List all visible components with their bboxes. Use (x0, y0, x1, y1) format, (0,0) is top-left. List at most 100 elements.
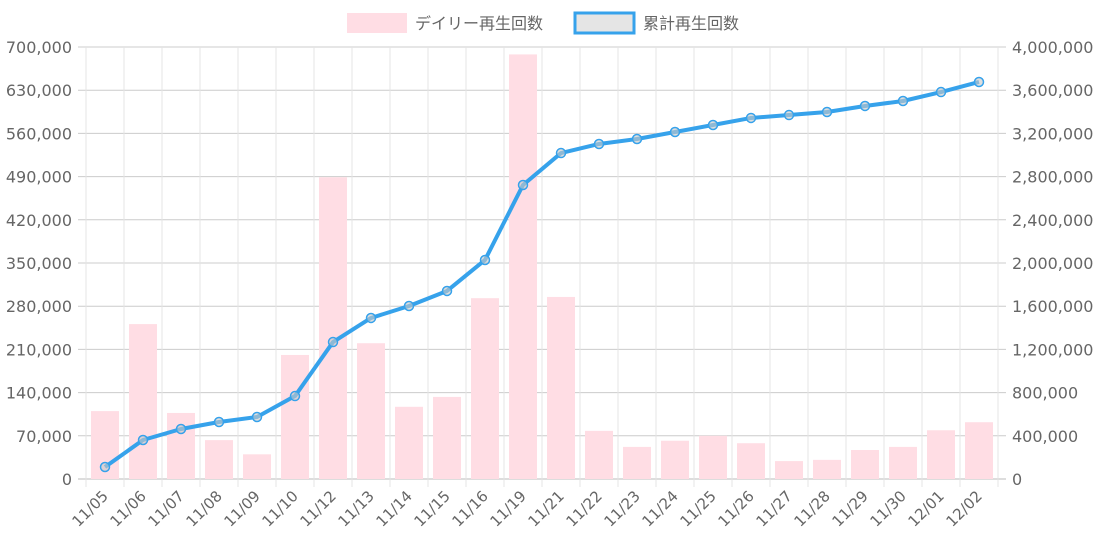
line-point (897, 95, 909, 107)
y-left-tick-label: 700,000 (6, 38, 72, 57)
line-point (289, 390, 301, 402)
line-point (935, 86, 947, 98)
y-left-tick-label: 560,000 (6, 124, 72, 143)
legend-swatch-cumulative[interactable] (573, 11, 636, 35)
line-point (213, 416, 225, 428)
y-right-tick-label: 400,000 (1012, 427, 1078, 446)
x-tick-label: 11/14 (373, 487, 416, 530)
y-left-tick-label: 210,000 (6, 340, 72, 359)
x-tick-label: 12/02 (943, 487, 986, 530)
y-right-tick-label: 0 (1012, 470, 1022, 489)
bar (433, 396, 461, 479)
bar (167, 412, 195, 479)
line-point (99, 461, 111, 473)
bar (395, 406, 423, 479)
bar (699, 435, 727, 479)
legend-label-daily[interactable]: デイリー再生回数 (415, 14, 543, 33)
bar (471, 298, 499, 479)
bar (775, 461, 803, 479)
x-tick-label: 11/29 (829, 487, 872, 530)
line-point (441, 285, 453, 297)
x-tick-label: 11/08 (183, 487, 226, 530)
bar (281, 354, 309, 479)
bar (585, 430, 613, 479)
y-left-tick-label: 140,000 (6, 384, 72, 403)
x-tick-label: 11/09 (221, 487, 264, 530)
bar (509, 54, 537, 480)
bar (319, 177, 347, 479)
line-point (555, 147, 567, 159)
line-point (137, 434, 149, 446)
cumulative-line (103, 80, 980, 469)
bar (851, 449, 879, 479)
bar (547, 296, 575, 479)
x-tick-label: 11/22 (563, 487, 606, 530)
y-right-tick-label: 1,600,000 (1012, 297, 1093, 316)
y-left-tick-label: 0 (62, 470, 72, 489)
line-point (251, 411, 263, 423)
y-left-tick-label: 490,000 (6, 168, 72, 187)
x-tick-label: 11/10 (259, 487, 302, 530)
y-left-tick-label: 420,000 (6, 211, 72, 230)
bar (737, 443, 765, 479)
y-right-tick-label: 4,000,000 (1012, 38, 1093, 57)
bar (243, 454, 271, 479)
x-tick-label: 11/30 (867, 487, 910, 530)
bar (889, 446, 917, 479)
x-tick-label: 11/26 (715, 487, 758, 530)
line-point (403, 300, 415, 312)
line-point (631, 133, 643, 145)
line-point (669, 126, 681, 138)
bar (357, 343, 385, 479)
bar (965, 422, 993, 479)
line-point (479, 254, 491, 266)
bar (927, 430, 955, 479)
line-point (973, 76, 985, 88)
bar (813, 459, 841, 479)
line-point (821, 106, 833, 118)
line-point (783, 109, 795, 121)
y-right-tick-label: 800,000 (1012, 384, 1078, 403)
bar (129, 324, 157, 479)
line-point (593, 138, 605, 150)
bar (623, 446, 651, 479)
legend-swatch-daily[interactable] (347, 13, 407, 33)
y-left-tick-label: 630,000 (6, 81, 72, 100)
y-right-tick-label: 2,800,000 (1012, 168, 1093, 187)
x-tick-label: 11/15 (411, 487, 454, 530)
y-right-tick-label: 2,400,000 (1012, 211, 1093, 230)
y-right-tick-label: 3,200,000 (1012, 124, 1093, 143)
y-left-tick-label: 350,000 (6, 254, 72, 273)
y-right-tick-label: 1,200,000 (1012, 340, 1093, 359)
x-tick-label: 11/28 (791, 487, 834, 530)
x-tick-label: 11/13 (335, 487, 378, 530)
line-point (859, 100, 871, 112)
x-tick-label: 12/01 (905, 487, 948, 530)
y-left-tick-label: 70,000 (16, 427, 72, 446)
line-point (327, 336, 339, 348)
y-left-tick-label: 280,000 (6, 297, 72, 316)
y-right-tick-label: 2,000,000 (1012, 254, 1093, 273)
bar (661, 440, 689, 479)
line-point (175, 423, 187, 435)
line-point (707, 119, 719, 131)
y-right-tick-label: 3,600,000 (1012, 81, 1093, 100)
x-tick-label: 11/27 (753, 487, 796, 530)
x-tick-label: 11/24 (639, 487, 682, 530)
x-tick-label: 11/25 (677, 487, 720, 530)
x-tick-label: 11/19 (487, 487, 530, 530)
bar (205, 440, 233, 479)
line-point (517, 179, 529, 191)
x-tick-label: 11/12 (297, 487, 340, 530)
x-tick-label: 11/23 (601, 487, 644, 530)
line-point (365, 312, 377, 324)
x-tick-label: 11/16 (449, 487, 492, 530)
x-tick-label: 11/21 (525, 487, 568, 530)
legend: デイリー再生回数 累計再生回数 (347, 11, 739, 35)
x-tick-label: 11/07 (145, 487, 188, 530)
x-tick-label: 11/06 (107, 487, 150, 530)
legend-label-cumulative[interactable]: 累計再生回数 (643, 14, 739, 33)
line-point (745, 112, 757, 124)
x-tick-label: 11/05 (69, 487, 112, 530)
